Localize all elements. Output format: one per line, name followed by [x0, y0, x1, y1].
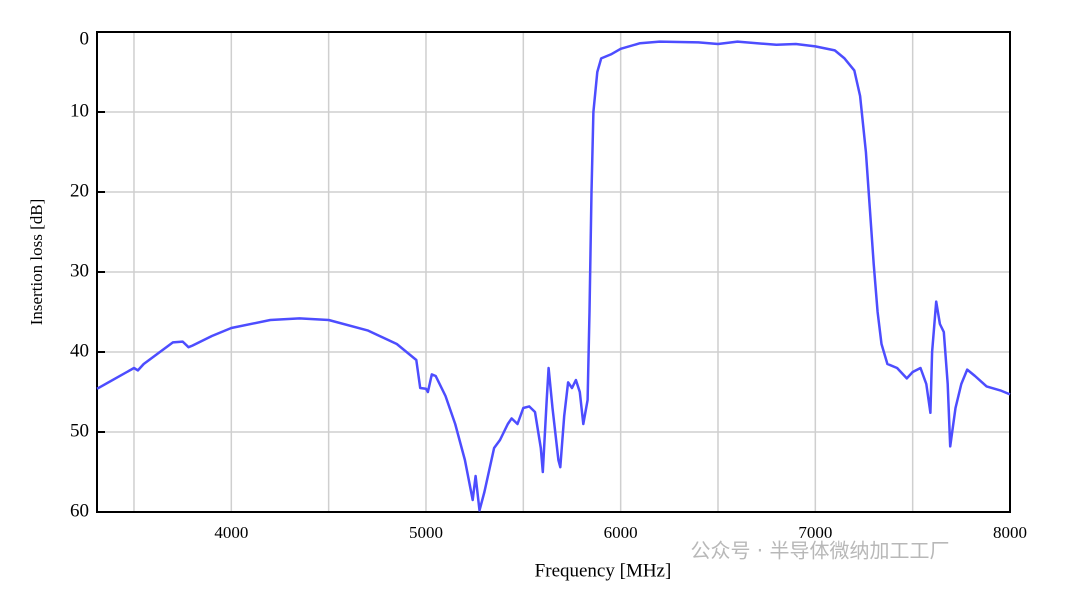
y-tick-label: 20 — [70, 180, 89, 201]
y-tick-label: 60 — [70, 500, 89, 521]
y-tick-label: 40 — [70, 340, 89, 361]
x-tick-label: 6000 — [604, 523, 638, 542]
plot-frame — [96, 31, 1011, 513]
y-tick-label: 30 — [70, 260, 89, 281]
watermark: 公众号 · 半导体微纳加工工厂 — [690, 539, 949, 563]
x-tick-label: 7000 — [798, 523, 832, 542]
y-tick-label: 50 — [70, 420, 89, 441]
x-axis-label: Frequency [MHz] — [535, 560, 672, 581]
x-tick-label: 4000 — [214, 523, 248, 542]
x-tick-label: 8000 — [993, 523, 1027, 542]
y-axis-label: Insertion loss [dB] — [27, 199, 46, 326]
y-tick-label: 10 — [70, 100, 89, 121]
data-line — [96, 40, 1011, 512]
y-tick-label: 0 — [80, 28, 90, 49]
x-tick-label: 5000 — [409, 523, 443, 542]
